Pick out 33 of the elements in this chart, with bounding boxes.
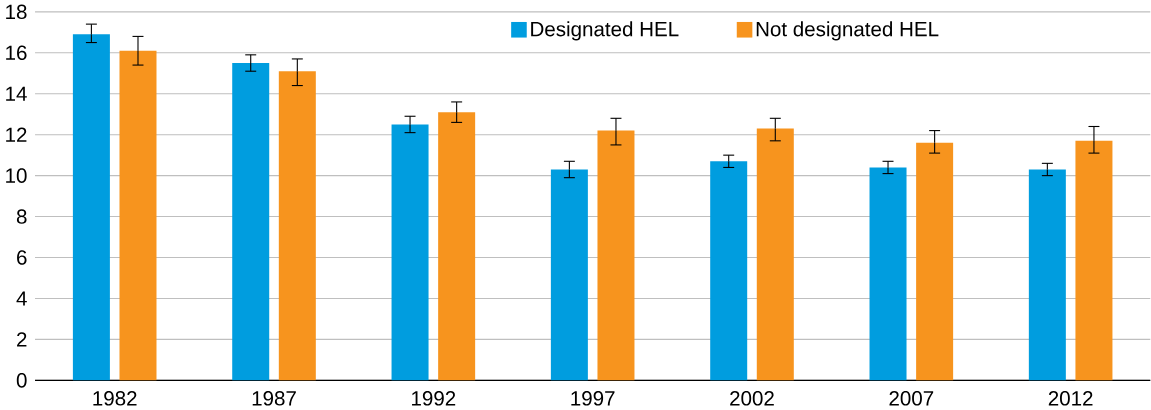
y-tick-label: 0 — [16, 373, 27, 388]
x-tick-label: 2002 — [730, 390, 774, 406]
bar — [710, 161, 748, 381]
bar — [916, 142, 954, 381]
x-tick-label: 1997 — [571, 390, 615, 406]
x-tick-label: 1982 — [93, 390, 137, 406]
y-tick-label: 10 — [6, 168, 27, 183]
bar — [1028, 169, 1066, 381]
y-tick-label: 14 — [6, 86, 27, 101]
x-tick-label: 2007 — [889, 390, 934, 406]
bar — [550, 169, 588, 381]
bar — [869, 167, 907, 381]
legend-label: Designated HEL — [531, 21, 679, 41]
x-tick-label: 2012 — [1048, 390, 1093, 406]
y-tick-label: 6 — [17, 250, 27, 265]
y-tick-label: 4 — [16, 291, 27, 306]
bar — [1075, 140, 1113, 381]
y-tick-label: 12 — [6, 127, 27, 142]
bar — [391, 124, 429, 381]
bar — [278, 71, 316, 381]
legend-label: Not designated HEL — [756, 21, 939, 41]
y-tick-label: 18 — [6, 4, 27, 20]
y-tick-label: 2 — [17, 332, 27, 347]
bar — [72, 34, 110, 381]
bar — [597, 130, 635, 381]
bar — [119, 50, 157, 381]
bar — [438, 112, 476, 381]
y-tick-label: 16 — [6, 45, 27, 60]
bar — [232, 62, 270, 381]
y-tick-label: 8 — [16, 209, 27, 224]
x-tick-label: 1992 — [412, 390, 456, 406]
x-tick-label: 1987 — [252, 390, 296, 406]
bar — [756, 128, 794, 381]
